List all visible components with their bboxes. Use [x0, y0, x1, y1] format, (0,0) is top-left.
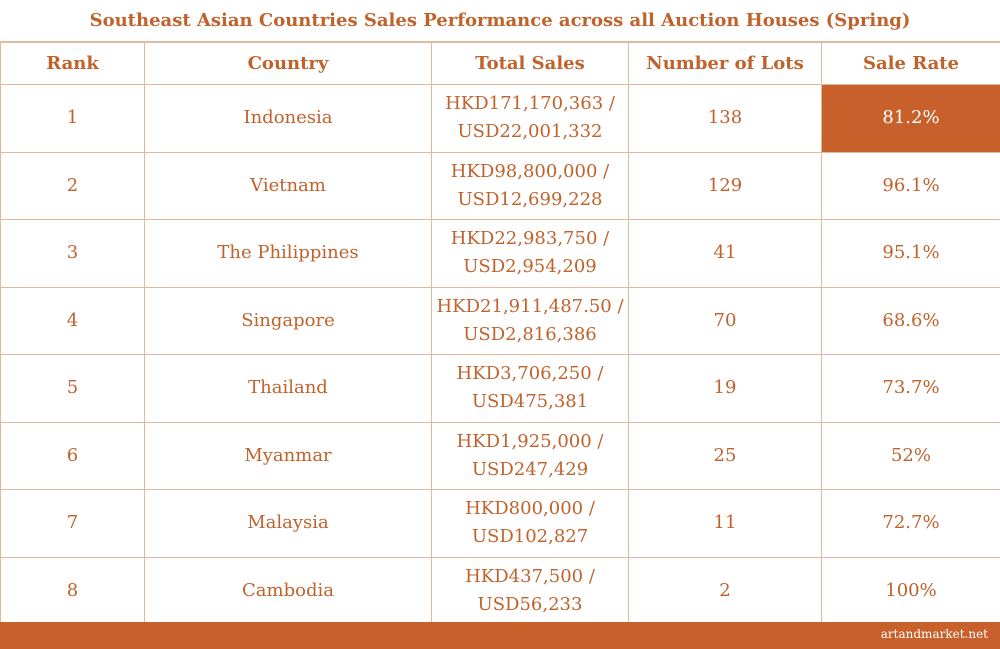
- cell-lots: 70: [628, 286, 822, 355]
- cell-total-sales: HKD3,706,250 / USD475,381: [431, 354, 629, 423]
- cell-rank: 1: [0, 84, 145, 153]
- sales-hkd: HKD21,911,487.50 /: [436, 295, 624, 317]
- cell-total-sales: HKD800,000 / USD102,827: [431, 489, 629, 558]
- header-total-sales: Total Sales: [431, 42, 629, 85]
- header-rank: Rank: [0, 42, 145, 85]
- cell-sale-rate-highlight: 81.2%: [821, 84, 1000, 153]
- cell-lots: 41: [628, 219, 822, 288]
- cell-lots: 129: [628, 151, 822, 220]
- sales-hkd: HKD98,800,000 /: [450, 160, 610, 182]
- table-row: 6 Myanmar HKD1,925,000 / USD247,429 25 52%: [0, 421, 1000, 490]
- header-sale-rate: Sale Rate: [821, 42, 1000, 85]
- table-row: 7 Malaysia HKD800,000 / USD102,827 11 72.7%: [0, 489, 1000, 558]
- cell-country: Myanmar: [144, 421, 432, 490]
- cell-sale-rate: 96.1%: [821, 151, 1000, 220]
- cell-rank: 3: [0, 219, 145, 288]
- sales-usd: USD475,381: [471, 391, 589, 413]
- sales-hkd: HKD437,500 /: [465, 565, 595, 587]
- table-row: 4 Singapore HKD21,911,487.50 / USD2,816,386…: [0, 286, 1000, 355]
- sales-hkd: HKD3,706,250 /: [456, 363, 604, 385]
- sales-hkd: HKD1,925,000 /: [456, 430, 604, 452]
- header-row: Rank Country Total Sales Number of Lots …: [0, 42, 1000, 85]
- cell-total-sales: HKD171,170,363 / USD22,001,332: [431, 84, 629, 153]
- cell-lots: 19: [628, 354, 822, 423]
- cell-country: Thailand: [144, 354, 432, 423]
- cell-country: The Philippines: [144, 219, 432, 288]
- cell-lots: 2: [628, 556, 822, 625]
- footer-band: artandmarket.net: [0, 622, 1000, 649]
- footer-credit: artandmarket.net: [880, 627, 988, 641]
- cell-rank: 7: [0, 489, 145, 558]
- sales-usd: USD2,954,209: [463, 256, 597, 278]
- table-row: 5 Thailand HKD3,706,250 / USD475,381 19 73.7%: [0, 354, 1000, 423]
- sales-usd: USD247,429: [471, 458, 589, 480]
- table-row: 2 Vietnam HKD98,800,000 / USD12,699,228 129 9…: [0, 151, 1000, 220]
- cell-total-sales: HKD1,925,000 / USD247,429: [431, 421, 629, 490]
- cell-total-sales: HKD98,800,000 / USD12,699,228: [431, 151, 629, 220]
- sales-usd: USD22,001,332: [457, 121, 603, 143]
- cell-lots: 25: [628, 421, 822, 490]
- sales-usd: USD12,699,228: [457, 188, 603, 210]
- sales-table: Rank Country Total Sales Number of Lots …: [0, 42, 1000, 625]
- cell-total-sales: HKD437,500 / USD56,233: [431, 556, 629, 625]
- table-row: 8 Cambodia HKD437,500 / USD56,233 2 100%: [0, 556, 1000, 625]
- cell-total-sales: HKD22,983,750 / USD2,954,209: [431, 219, 629, 288]
- cell-rank: 5: [0, 354, 145, 423]
- cell-country: Cambodia: [144, 556, 432, 625]
- sales-usd: USD56,233: [477, 593, 583, 615]
- sales-hkd: HKD22,983,750 /: [450, 228, 610, 250]
- table-title: Southeast Asian Countries Sales Performa…: [0, 0, 1000, 42]
- cell-rank: 8: [0, 556, 145, 625]
- cell-sale-rate: 72.7%: [821, 489, 1000, 558]
- cell-sale-rate: 52%: [821, 421, 1000, 490]
- cell-sale-rate: 73.7%: [821, 354, 1000, 423]
- cell-country: Malaysia: [144, 489, 432, 558]
- table-row: 3 The Philippines HKD22,983,750 / USD2,954,…: [0, 219, 1000, 288]
- cell-sale-rate: 68.6%: [821, 286, 1000, 355]
- cell-rank: 6: [0, 421, 145, 490]
- cell-sale-rate: 100%: [821, 556, 1000, 625]
- header-country: Country: [144, 42, 432, 85]
- sales-hkd: HKD171,170,363 /: [445, 93, 615, 115]
- table-row: 1 Indonesia HKD171,170,363 / USD22,001,332 1…: [0, 84, 1000, 153]
- cell-lots: 11: [628, 489, 822, 558]
- sales-usd: USD2,816,386: [463, 323, 597, 345]
- cell-rank: 2: [0, 151, 145, 220]
- cell-country: Indonesia: [144, 84, 432, 153]
- cell-country: Singapore: [144, 286, 432, 355]
- cell-total-sales: HKD21,911,487.50 / USD2,816,386: [431, 286, 629, 355]
- cell-rank: 4: [0, 286, 145, 355]
- cell-lots: 138: [628, 84, 822, 153]
- sales-usd: USD102,827: [471, 526, 589, 548]
- cell-sale-rate: 95.1%: [821, 219, 1000, 288]
- sales-hkd: HKD800,000 /: [465, 498, 595, 520]
- header-number-of-lots: Number of Lots: [628, 42, 822, 85]
- cell-country: Vietnam: [144, 151, 432, 220]
